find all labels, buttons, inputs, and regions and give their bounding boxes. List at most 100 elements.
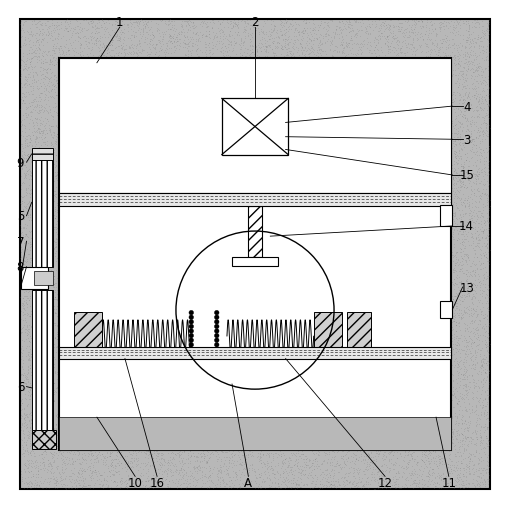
- Point: [327, 307, 335, 316]
- Point: [130, 412, 138, 420]
- Point: [118, 124, 126, 132]
- Point: [210, 130, 218, 138]
- Point: [309, 420, 317, 428]
- Point: [186, 421, 194, 429]
- Point: [338, 337, 347, 346]
- Point: [153, 440, 161, 448]
- Point: [484, 220, 492, 228]
- Point: [243, 396, 251, 404]
- Point: [100, 166, 108, 174]
- Point: [264, 385, 272, 393]
- Point: [114, 137, 122, 145]
- Point: [382, 132, 390, 140]
- Point: [195, 109, 204, 118]
- Point: [181, 297, 189, 305]
- Point: [470, 484, 478, 492]
- Point: [378, 281, 386, 289]
- Point: [40, 35, 48, 43]
- Point: [88, 370, 96, 378]
- Point: [298, 409, 306, 417]
- Point: [249, 313, 258, 321]
- Point: [454, 383, 462, 391]
- Point: [291, 441, 299, 449]
- Point: [35, 226, 43, 234]
- Point: [438, 58, 446, 66]
- Point: [433, 261, 441, 269]
- Point: [32, 39, 40, 47]
- Point: [106, 431, 114, 439]
- Point: [336, 343, 345, 351]
- Point: [433, 363, 441, 371]
- Point: [365, 141, 374, 149]
- Point: [146, 433, 154, 441]
- Point: [291, 444, 299, 453]
- Point: [474, 199, 483, 207]
- Point: [370, 292, 378, 300]
- Point: [391, 391, 400, 399]
- Point: [80, 256, 88, 264]
- Point: [85, 383, 93, 391]
- Point: [401, 272, 409, 280]
- Point: [125, 35, 133, 43]
- Point: [329, 365, 337, 373]
- Point: [153, 238, 161, 246]
- Point: [410, 80, 418, 88]
- Point: [426, 410, 434, 418]
- Point: [94, 457, 102, 465]
- Point: [356, 23, 364, 32]
- Point: [354, 88, 362, 96]
- Point: [224, 91, 233, 99]
- Point: [480, 394, 488, 403]
- Point: [110, 305, 118, 314]
- Point: [172, 86, 180, 94]
- Point: [145, 131, 153, 139]
- Point: [443, 78, 451, 87]
- Point: [191, 410, 200, 418]
- Point: [275, 470, 284, 478]
- Point: [450, 192, 458, 201]
- Point: [124, 378, 132, 386]
- Point: [386, 300, 394, 308]
- Point: [66, 212, 74, 220]
- Point: [80, 420, 88, 428]
- Point: [184, 274, 192, 282]
- Point: [286, 223, 294, 232]
- Point: [88, 203, 96, 211]
- Point: [174, 442, 182, 450]
- Point: [51, 228, 60, 236]
- Point: [143, 319, 151, 327]
- Point: [219, 388, 227, 396]
- Point: [262, 202, 270, 210]
- Point: [431, 458, 439, 466]
- Point: [433, 197, 441, 205]
- Point: [166, 273, 174, 281]
- Point: [157, 163, 165, 172]
- Point: [239, 426, 247, 434]
- Point: [37, 414, 45, 422]
- Point: [46, 207, 54, 215]
- Point: [204, 280, 212, 288]
- Point: [246, 88, 254, 96]
- Point: [168, 422, 176, 431]
- Point: [390, 118, 398, 126]
- Point: [385, 312, 393, 320]
- Point: [163, 427, 171, 435]
- Point: [392, 441, 401, 449]
- Point: [341, 213, 349, 221]
- Point: [98, 205, 106, 213]
- Point: [412, 302, 420, 310]
- Point: [351, 175, 359, 183]
- Point: [445, 443, 453, 451]
- Point: [130, 288, 138, 296]
- Point: [192, 308, 201, 316]
- Point: [73, 332, 81, 341]
- Point: [120, 84, 128, 93]
- Point: [482, 111, 490, 120]
- Point: [342, 417, 350, 425]
- Point: [92, 202, 100, 210]
- Point: [477, 360, 486, 369]
- Point: [147, 157, 155, 165]
- Point: [74, 283, 82, 291]
- Point: [308, 184, 317, 192]
- Point: [386, 314, 394, 322]
